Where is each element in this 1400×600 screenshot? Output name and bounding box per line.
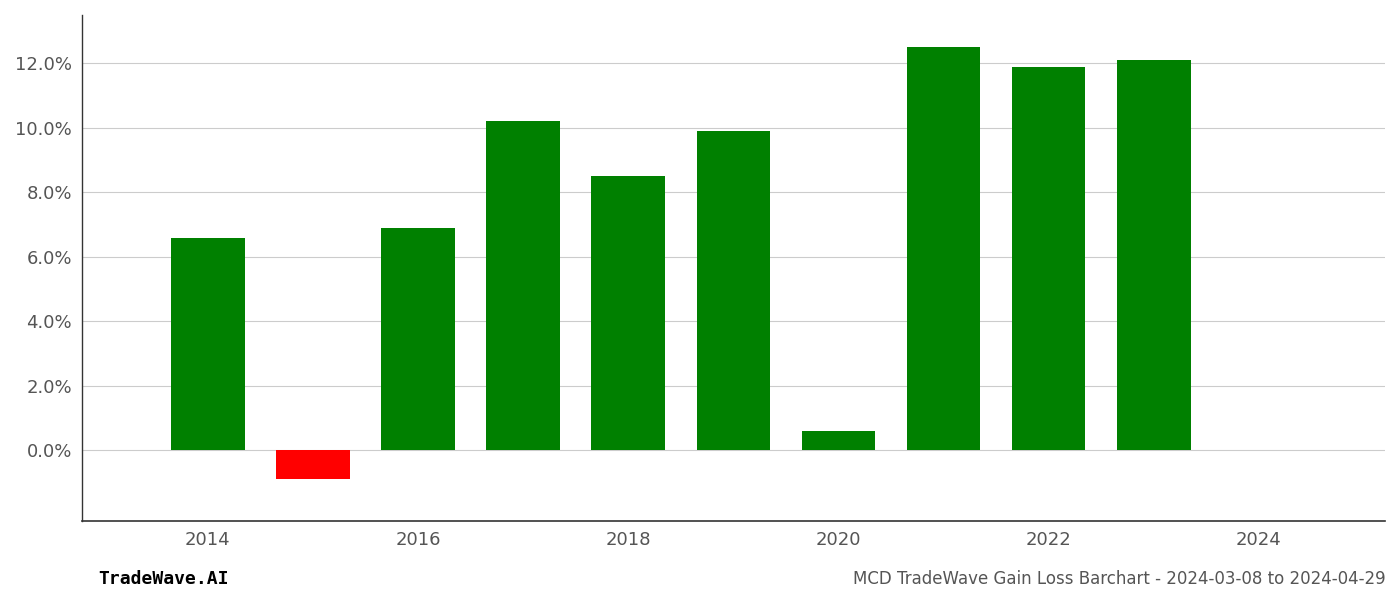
Bar — [907, 47, 980, 451]
Bar — [276, 451, 350, 479]
Bar — [381, 228, 455, 451]
Bar — [171, 238, 245, 451]
Bar — [802, 431, 875, 451]
Bar — [1012, 67, 1085, 451]
Bar — [1117, 60, 1190, 451]
Bar — [486, 121, 560, 451]
Text: TradeWave.AI: TradeWave.AI — [98, 570, 228, 588]
Bar — [697, 131, 770, 451]
Bar — [591, 176, 665, 451]
Text: MCD TradeWave Gain Loss Barchart - 2024-03-08 to 2024-04-29: MCD TradeWave Gain Loss Barchart - 2024-… — [854, 570, 1386, 588]
